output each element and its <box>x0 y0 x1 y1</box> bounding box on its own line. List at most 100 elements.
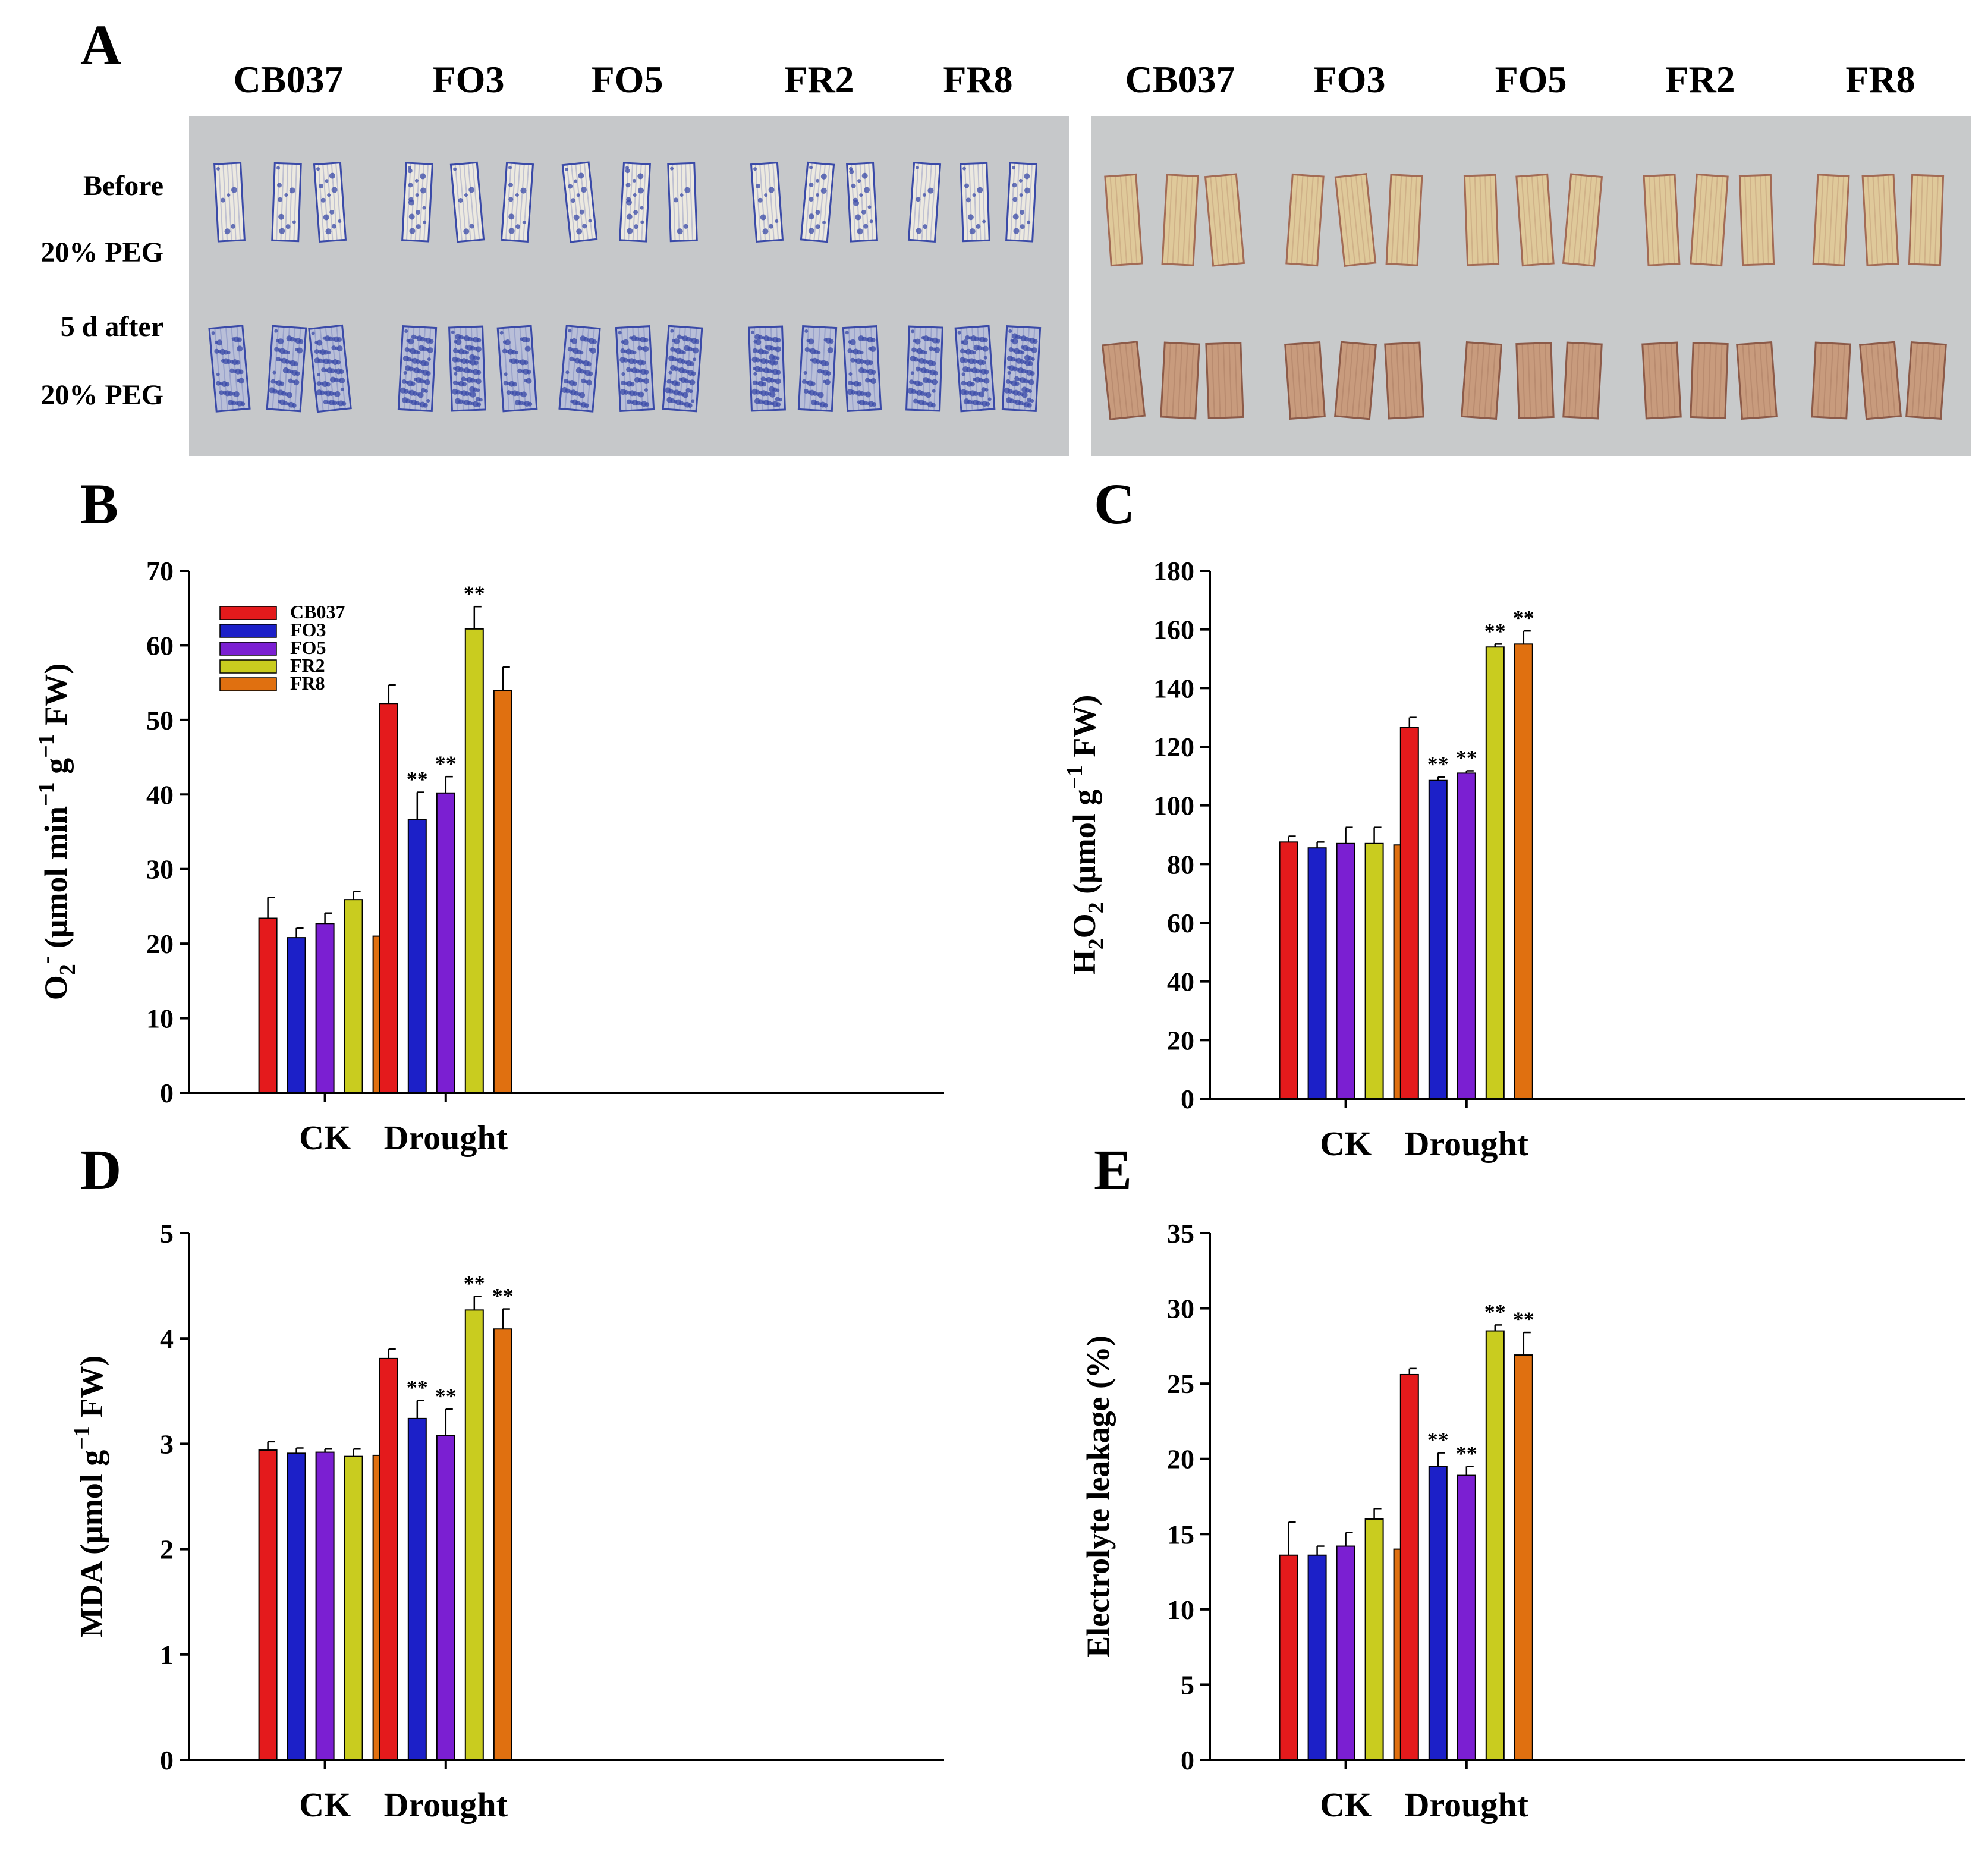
y-tick-label: 60 <box>1167 908 1194 938</box>
y-axis-label: Electrolyte leakage (%) <box>1080 1335 1116 1658</box>
y-tick-label: 40 <box>146 779 174 810</box>
dab-leaf-after-4 <box>1284 341 1326 420</box>
dab-leaf-before-8 <box>1515 173 1555 267</box>
nbt-leaf-before-11 <box>800 161 835 243</box>
dab-leaf-after-2 <box>1160 341 1200 420</box>
bar-fo3-ck <box>287 1452 306 1760</box>
x-category-label: Drought <box>384 1118 508 1157</box>
y-tick-label: 180 <box>1153 556 1194 586</box>
dab-label-fo3: FO3 <box>1314 58 1386 100</box>
bar-fr2-ck <box>344 1455 363 1761</box>
bar-fo3-ck <box>287 937 306 1093</box>
dab-leaf-after-14 <box>1859 341 1902 420</box>
y-tick-label: 25 <box>1167 1369 1194 1399</box>
nbt-label-cb037: CB037 <box>234 58 344 100</box>
x-category-label: CK <box>1320 1785 1372 1824</box>
significance-mark: ** <box>407 768 428 791</box>
nbt-leaf-after-8 <box>615 325 655 412</box>
bar-fo3-ck <box>1307 1554 1327 1761</box>
bar-fr8-drought <box>1514 1354 1533 1760</box>
y-tick-label: 20 <box>1167 1444 1194 1474</box>
nbt-leaf-after-3 <box>308 324 352 413</box>
y-tick-label: 30 <box>1167 1294 1194 1324</box>
y-tick-label: 5 <box>160 1218 174 1249</box>
nbt-leaf-before-12 <box>846 162 878 243</box>
nbt-leaf-after-10 <box>748 325 786 412</box>
significance-mark: ** <box>1513 606 1534 630</box>
y-tick-label: 0 <box>1181 1745 1194 1775</box>
nbt-leaf-before-5 <box>449 161 485 243</box>
significance-mark: ** <box>1484 619 1506 643</box>
dab-leaf-before-4 <box>1285 173 1325 267</box>
bar-cb037-ck <box>1279 841 1298 1100</box>
y-tick-label: 140 <box>1153 673 1194 703</box>
nbt-leaf-after-6 <box>496 325 538 413</box>
dab-genotype-labels: CB037 FO3 FO5 FR2 FR8 <box>1125 58 1915 100</box>
y-axis-label: O2- (μmol min−1 g−1 FW) <box>34 664 80 1001</box>
dab-leaf-after-9 <box>1562 341 1603 420</box>
x-category-label: Drought <box>384 1785 508 1824</box>
bar-fo5-ck <box>1336 842 1355 1100</box>
x-category-label: Drought <box>1405 1124 1529 1163</box>
dab-leaf-before-14 <box>1861 174 1899 266</box>
significance-mark: ** <box>492 1284 514 1308</box>
dab-leaf-before-5 <box>1334 173 1377 267</box>
nbt-label-fo5: FO5 <box>592 58 663 100</box>
nbt-leaf-before-1 <box>213 162 246 243</box>
y-tick-label: 15 <box>1167 1519 1194 1549</box>
bar-cb037-ck <box>1279 1554 1298 1761</box>
bar-fo5-drought <box>1457 1474 1476 1761</box>
y-tick-label: 5 <box>1181 1669 1194 1700</box>
significance-mark: ** <box>435 1384 457 1408</box>
nbt-leaf-after-2 <box>266 325 307 413</box>
significance-mark: ** <box>1456 1441 1477 1465</box>
row-label-before: Before <box>83 170 163 202</box>
dab-leaf-after-1 <box>1101 341 1146 420</box>
legend-label-fr8: FR8 <box>290 672 325 694</box>
y-tick-label: 0 <box>160 1078 174 1108</box>
y-tick-label: 20 <box>1167 1025 1194 1055</box>
legend-label-fo5: FO5 <box>290 637 326 658</box>
legend-swatch-fo5 <box>219 642 277 656</box>
bar-cb037-ck <box>258 917 278 1094</box>
y-tick-label: 50 <box>146 705 174 735</box>
chart-c: C 0 20 40 60 80 100 120 140 160 180 H2O2 (μmol g−1 … <box>1062 472 1965 1163</box>
bar-fo5-drought <box>436 1435 455 1761</box>
y-tick-label: 3 <box>160 1429 174 1459</box>
row-label-peg-1: 20% PEG <box>40 237 163 268</box>
dab-leaf-after-15 <box>1905 341 1947 420</box>
leaf-segments <box>208 161 1947 420</box>
nbt-leaf-before-8 <box>619 162 651 243</box>
y-tick-label: 4 <box>160 1323 174 1354</box>
y-tick-label: 0 <box>160 1745 174 1775</box>
dab-leaf-after-6 <box>1384 341 1424 420</box>
panel-a-row-labels: Before 20% PEG 5 d after 20% PEG <box>40 170 163 411</box>
dab-leaf-after-12 <box>1736 341 1778 420</box>
bar-fo3-drought <box>1428 779 1448 1099</box>
bar-cb037-drought <box>379 703 398 1093</box>
nbt-label-fo3: FO3 <box>433 58 505 100</box>
dab-leaf-before-15 <box>1908 174 1945 266</box>
nbt-leaf-before-4 <box>401 162 433 243</box>
nbt-leaf-after-1 <box>208 325 251 413</box>
dab-leaf-after-8 <box>1515 341 1555 420</box>
dab-leaf-after-11 <box>1690 341 1729 420</box>
bar-fr2-drought <box>464 628 484 1093</box>
bar-fr2-drought <box>1485 646 1505 1100</box>
nbt-leaf-after-14 <box>954 325 996 413</box>
dab-leaf-before-1 <box>1104 173 1143 267</box>
dab-leaf-before-10 <box>1643 174 1681 266</box>
nbt-leaf-before-15 <box>1005 162 1037 243</box>
bar-fr8-drought <box>493 690 512 1093</box>
bar-fo3-drought <box>1428 1466 1448 1760</box>
nbt-leaf-after-9 <box>662 325 703 413</box>
panel-e-letter: E <box>1094 1138 1132 1202</box>
bar-fr2-ck <box>1364 842 1384 1100</box>
panel-b-letter: B <box>80 472 118 536</box>
bar-fo5-drought <box>1457 772 1476 1099</box>
significance-mark: ** <box>464 581 485 605</box>
dab-leaf-before-7 <box>1463 174 1500 266</box>
legend-label-cb037: CB037 <box>290 601 345 622</box>
nbt-leaf-after-11 <box>797 325 838 412</box>
dab-leaf-before-12 <box>1738 174 1775 266</box>
